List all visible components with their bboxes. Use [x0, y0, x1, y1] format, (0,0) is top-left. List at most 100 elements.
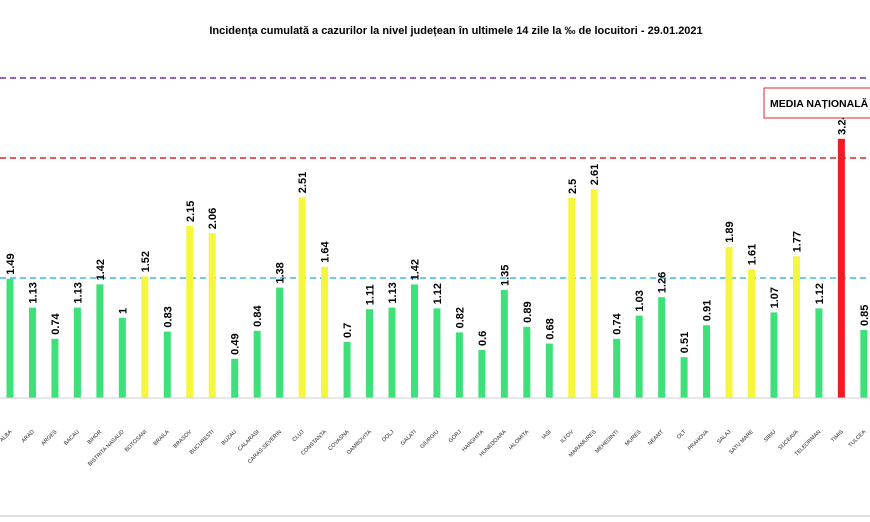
value-label: 1.07 [769, 287, 781, 308]
value-label: 1.13 [27, 282, 39, 303]
category-label: BIHOR [87, 429, 104, 446]
bar-bihor [96, 284, 104, 398]
category-label: MEHEDINTI [594, 429, 620, 455]
bar-alba [6, 278, 14, 398]
value-label: 0.91 [702, 300, 714, 321]
bar-botosani [141, 276, 149, 398]
value-label: 1.77 [791, 231, 803, 252]
category-label: BOTOSANI [124, 429, 149, 454]
category-label: ILFOV [560, 429, 576, 445]
bar-neamt [658, 297, 666, 398]
bar-harghita [478, 350, 486, 398]
bar-calarasi [253, 330, 261, 398]
value-label: 2.15 [185, 201, 197, 222]
value-label: 1.42 [409, 259, 421, 280]
bar-satu-mare [748, 269, 756, 398]
value-label: 1.89 [724, 221, 736, 242]
bar-buzau [231, 358, 239, 398]
value-label: 2.51 [297, 172, 309, 193]
value-label: 1 [117, 308, 129, 314]
category-label: SALAJ [716, 429, 732, 445]
bar-brasov [186, 226, 194, 398]
bar-covasna [343, 342, 351, 398]
value-label: 1.13 [387, 282, 399, 303]
category-label: SATU MARE [728, 429, 755, 456]
category-label: BACAU [63, 429, 81, 447]
bar-hunedoara [500, 290, 508, 398]
threshold-lines [0, 77, 870, 279]
bar-constanta [321, 266, 329, 398]
value-label: 1.52 [140, 251, 152, 272]
chart-title: Incidența cumulată a cazurilor la nivel … [209, 25, 702, 37]
value-label: 1.38 [275, 262, 287, 283]
bar-galati [410, 284, 418, 398]
category-label: GIURGIU [419, 429, 440, 450]
category-label: DOLJ [381, 429, 395, 443]
value-label: 0.51 [679, 332, 691, 353]
value-label: 1.26 [657, 272, 669, 293]
category-label: CALARASI [237, 429, 261, 453]
legend-label: MEDIA NAȚIONALĂ [770, 97, 869, 110]
value-label: 1.13 [72, 282, 84, 303]
category-label: ALBA [0, 429, 14, 443]
bar-arges [51, 338, 59, 398]
value-label: 0.7 [342, 323, 354, 338]
category-label: GALATI [400, 429, 418, 447]
value-label: 1.03 [634, 290, 646, 311]
value-label: 1.42 [95, 259, 107, 280]
bar-bacau [73, 307, 81, 398]
category-label: DAMBOVITA [346, 429, 373, 456]
category-label: BUZAU [221, 429, 238, 446]
value-label: 0.74 [50, 313, 62, 335]
bar-timis [837, 138, 845, 399]
bar-suceava [792, 256, 800, 398]
category-label: CLUJ [292, 429, 306, 443]
bar-ialomita [523, 326, 531, 398]
value-label: 2.06 [207, 208, 219, 229]
bar-prahova [703, 325, 711, 398]
category-label: BRAILA [153, 429, 171, 447]
value-label: 2.61 [589, 164, 601, 185]
category-label: TULCEA [848, 429, 868, 449]
value-label: 0.84 [252, 305, 264, 327]
value-label: 1.61 [747, 244, 759, 265]
category-label: IASI [541, 429, 553, 441]
bar-mures [635, 315, 643, 398]
category-label: COVASNA [327, 429, 350, 452]
value-label: 0.89 [522, 301, 534, 322]
value-label: 1.35 [499, 265, 511, 286]
bar-iasi [545, 343, 553, 398]
value-label: 2.5 [567, 179, 579, 194]
value-label: 1.12 [814, 283, 826, 304]
bar-sibiu [770, 312, 778, 398]
bar-braila [163, 331, 171, 398]
value-label: 1.64 [320, 241, 332, 263]
bar-giurgiu [433, 308, 441, 398]
bar-cluj [298, 197, 306, 398]
bar-gorj [455, 332, 463, 398]
bar-caras-severin [276, 287, 284, 398]
category-label: ARAD [21, 429, 36, 444]
category-label: GORJ [448, 429, 463, 444]
value-label: 0.6 [477, 331, 489, 346]
category-label: TIMIS [830, 429, 845, 444]
category-label: MURES [624, 429, 643, 448]
value-label: 0.85 [859, 305, 870, 326]
value-label: 1.49 [5, 253, 17, 274]
legend: MEDIA NAȚIONALĂ [763, 87, 870, 119]
category-label: NEAMT [647, 429, 665, 447]
category-label: BRASOV [173, 429, 194, 450]
bar-ilfov [568, 198, 576, 398]
legend-box [763, 87, 870, 119]
value-labels: 1.49 1.13 0.74 1.13 1.42 1 1.52 0.83 2.15 2.06 0.4… [5, 113, 870, 355]
bar-bistrita-nasaud [118, 318, 126, 398]
category-label: SUCEAVA [778, 429, 800, 451]
bar-arad [28, 307, 36, 398]
bar-tulcea [860, 330, 868, 398]
bar-dolj [388, 307, 396, 398]
category-label: ARGES [40, 429, 58, 447]
category-label: PRAHOVA [687, 429, 710, 452]
value-label: 1.12 [432, 283, 444, 304]
